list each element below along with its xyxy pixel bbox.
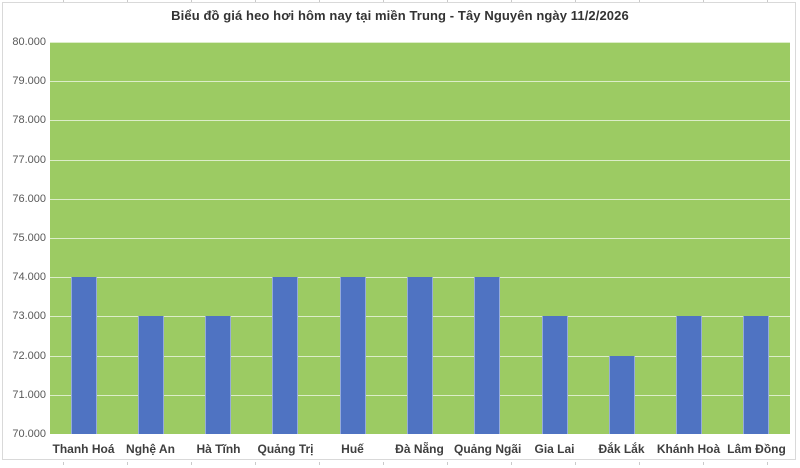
y-tick-label: 78.000: [12, 114, 46, 126]
gridline: [50, 199, 790, 200]
chart-title: Biểu đồ giá heo hơi hôm nay tại miền Tru…: [171, 8, 629, 23]
bar-nghe-an: [138, 316, 164, 434]
bar-dak-lak: [609, 356, 635, 434]
spreadsheet-gridline-bottom: [0, 462, 800, 465]
y-tick-label: 70.000: [12, 428, 46, 440]
y-tick-label: 76.000: [12, 193, 46, 205]
y-tick-label: 74.000: [12, 271, 46, 283]
x-tick-label: Khánh Hoà: [656, 442, 721, 456]
x-tick-label: Quảng Trị: [257, 442, 314, 456]
x-tick-label: Huế: [341, 442, 364, 456]
bar-thanh-hoa: [71, 277, 97, 434]
bar-khanh-hoa: [676, 316, 702, 434]
x-tick-label: Đắk Lắk: [598, 442, 645, 456]
y-tick-label: 72.000: [12, 350, 46, 362]
bar-gia-lai: [542, 316, 568, 434]
gridline: [50, 120, 790, 121]
bar-hue: [340, 277, 366, 434]
x-tick-label: Quảng Ngãi: [454, 442, 522, 456]
y-tick-label: 75.000: [12, 232, 46, 244]
plot-area: [50, 42, 790, 434]
y-tick-label: 77.000: [12, 154, 46, 166]
bar-quang-ngai: [474, 277, 500, 434]
bar-lam-dong: [743, 316, 769, 434]
x-tick-label: Lâm Đồng: [727, 442, 786, 456]
y-tick-label: 80.000: [12, 36, 46, 48]
bar-quang-tri: [272, 277, 298, 434]
x-tick-label: Thanh Hoá: [52, 442, 115, 456]
y-tick-label: 79.000: [12, 75, 46, 87]
x-tick-label: Đà Nẵng: [395, 442, 444, 456]
x-tick-label: Nghệ An: [126, 442, 175, 456]
bar-ha-tinh: [205, 316, 231, 434]
y-tick-label: 73.000: [12, 310, 46, 322]
y-tick-label: 71.000: [12, 389, 46, 401]
x-tick-label: Hà Tĩnh: [196, 442, 241, 456]
bar-da-nang: [407, 277, 433, 434]
gridline: [50, 238, 790, 239]
gridline: [50, 160, 790, 161]
spreadsheet-gridline-top: [0, 0, 800, 3]
x-tick-label: Gia Lai: [534, 442, 575, 456]
gridline: [50, 42, 790, 43]
gridline: [50, 81, 790, 82]
